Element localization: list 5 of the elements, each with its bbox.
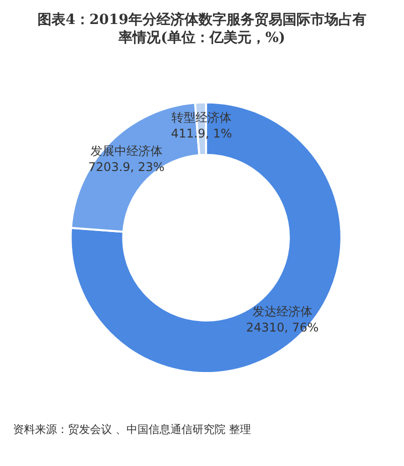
slice-label: 转型经济体 bbox=[172, 110, 232, 125]
slice-label: 发达经济体 bbox=[252, 304, 312, 319]
text: 资料来源：贸发会议 、中国信息通信研究院 整理 bbox=[13, 423, 251, 436]
chart-title: 图表4：2019年分经济体数字服务贸易国际市场占有率情况(单位：亿美元，%) bbox=[38, 11, 366, 46]
slice-label: 发展中经济体 bbox=[90, 144, 162, 158]
